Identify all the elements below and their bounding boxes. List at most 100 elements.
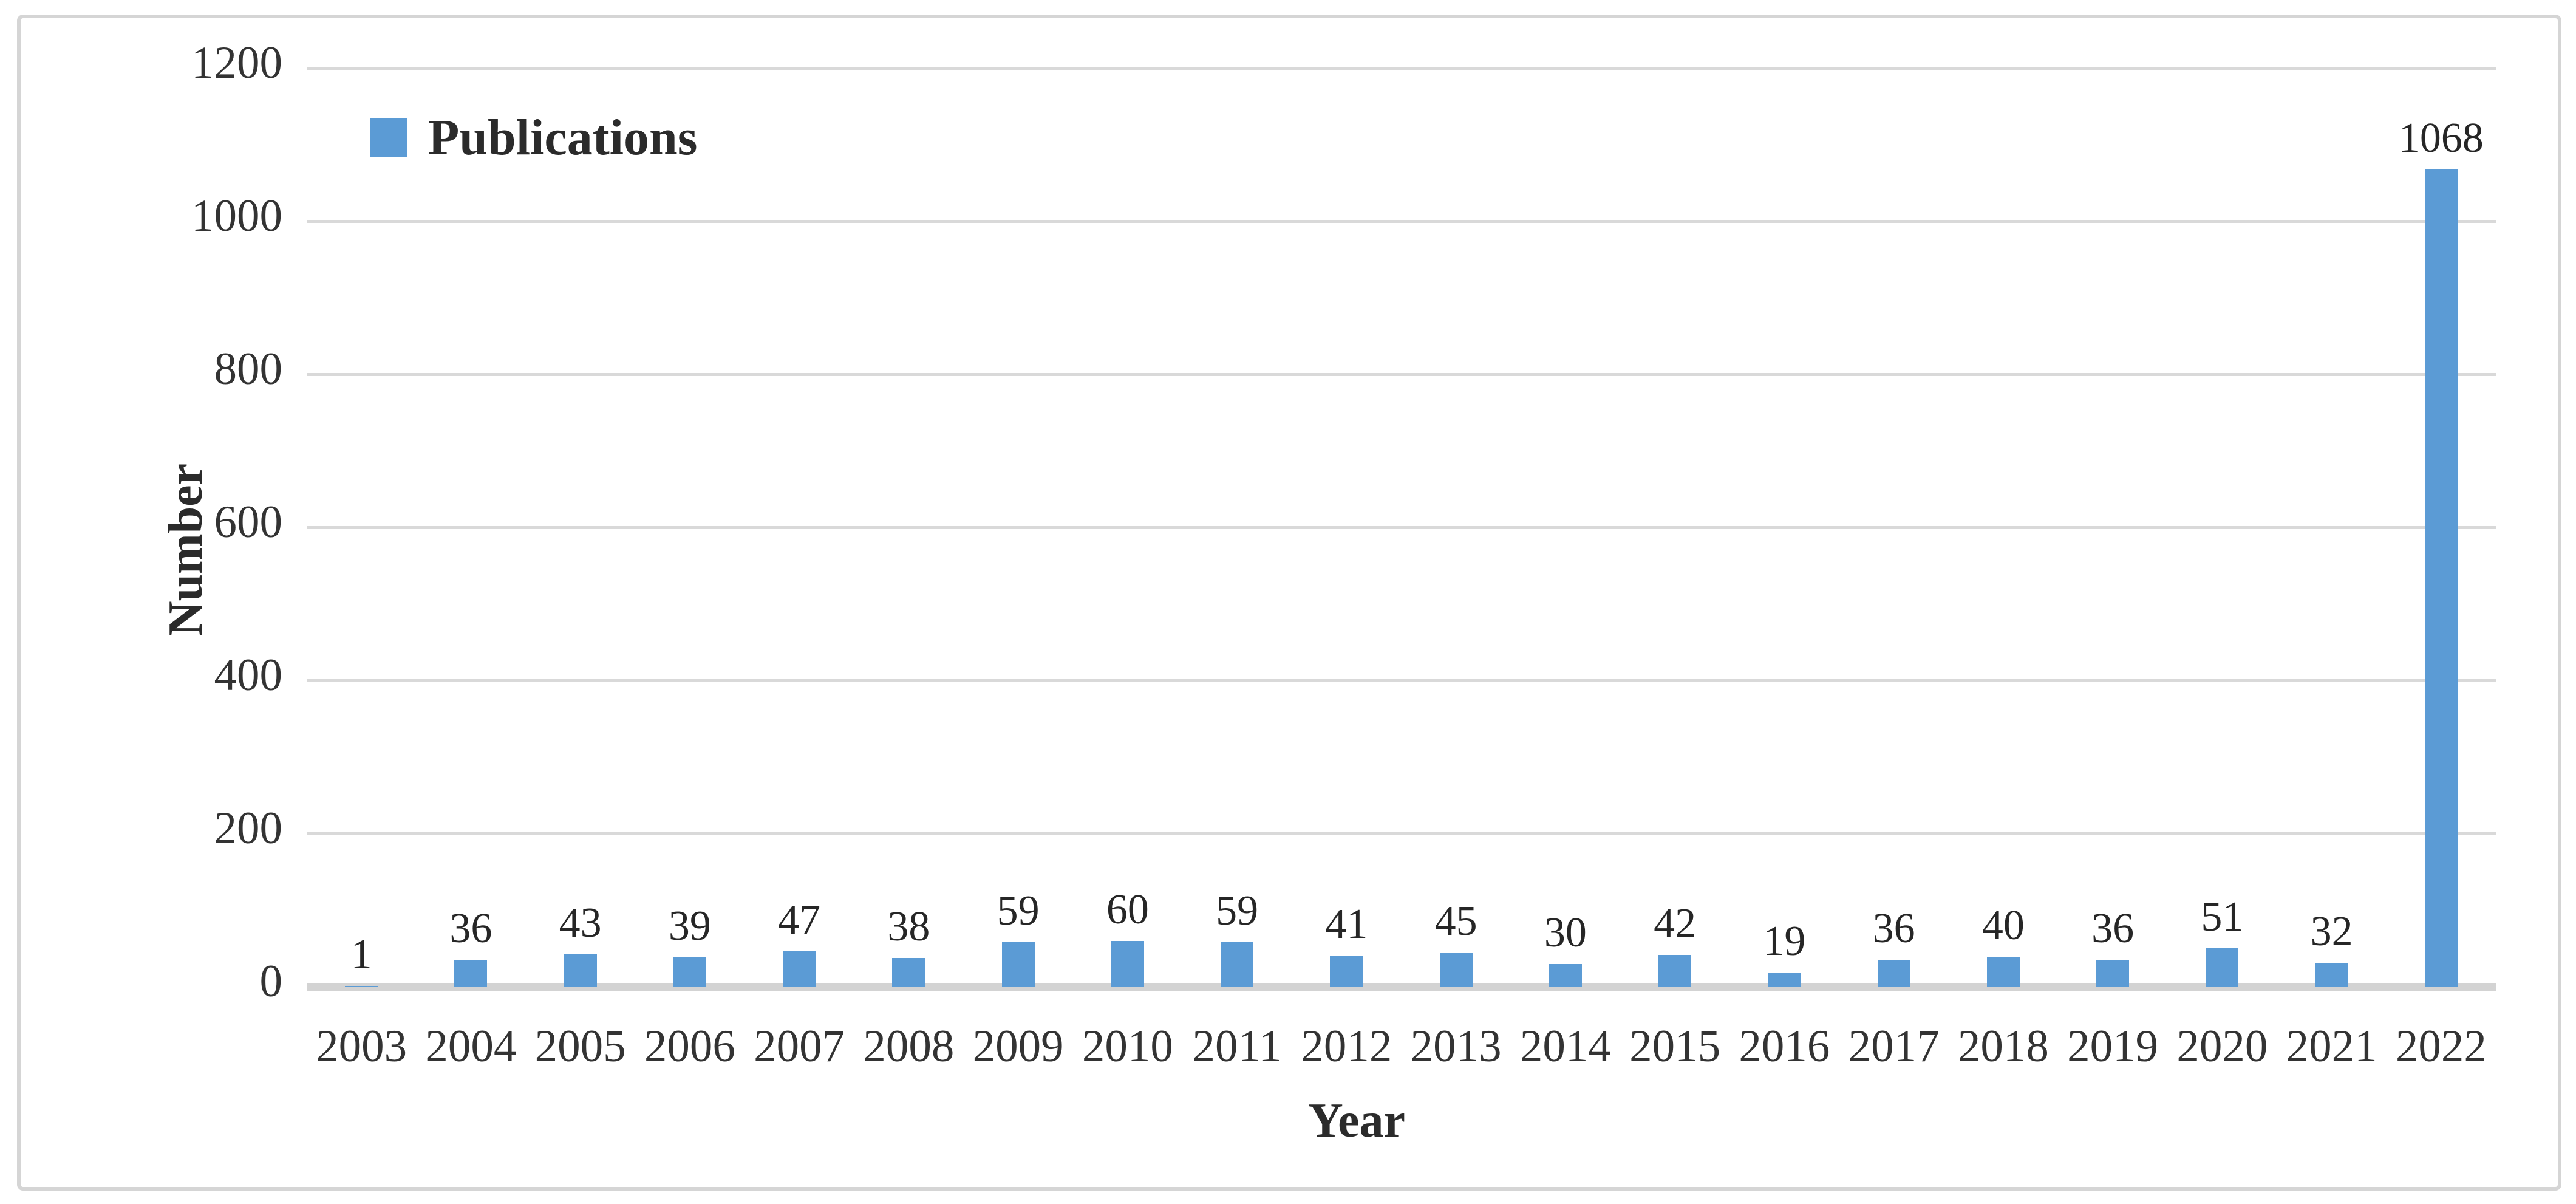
bar-slot: 41 [1292, 69, 1401, 987]
bar-slot: 40 [1949, 69, 2058, 987]
x-tick-label: 2004 [425, 1021, 517, 1072]
y-gridline [307, 526, 2496, 529]
bar [2206, 948, 2239, 987]
bar-value-label: 36 [1872, 905, 1915, 952]
bar-value-label: 41 [1325, 901, 1368, 948]
y-tick-label: 600 [214, 497, 283, 547]
bar-value-label: 1 [350, 931, 372, 978]
y-gridline [307, 220, 2496, 223]
bar-value-label: 47 [778, 897, 821, 943]
x-tick-label: 2012 [1301, 1021, 1392, 1072]
bar-value-label: 43 [559, 900, 602, 946]
x-tick-label: 2020 [2176, 1021, 2268, 1072]
bar-value-label: 45 [1434, 898, 1477, 945]
x-axis-line [307, 983, 2496, 991]
x-tick-label: 2008 [863, 1021, 955, 1072]
bar-slot: 36 [1839, 69, 1949, 987]
x-tick-label: 2009 [972, 1021, 1064, 1072]
legend-label: Publications [428, 109, 698, 166]
bar-value-label: 40 [1981, 902, 2025, 949]
bar-slot: 1068 [2387, 69, 2496, 987]
y-gridline [307, 832, 2496, 835]
bar-value-label: 51 [2201, 894, 2244, 940]
bar-slot: 30 [1511, 69, 1620, 987]
bar [1111, 941, 1144, 987]
y-tick-label: 0 [259, 956, 283, 1007]
x-tick-labels-row: 2003 2004 2005 2006 2007 2008 2009 2010 2011 2012… [307, 1024, 2496, 1069]
plot-area: 0 200 400 600 800 1000 1200 1 36 43 39 47 38 59 60 59 4… [191, 40, 2496, 1004]
x-tick-label: 2013 [1410, 1021, 1502, 1072]
bar [673, 957, 706, 987]
chart-frame: Publications Number 0 200 400 600 800 1000 120… [17, 15, 2561, 1191]
bar [1768, 973, 1801, 987]
bar-value-label: 19 [1763, 918, 1806, 965]
bar-slot: 60 [1073, 69, 1182, 987]
bar [1658, 955, 1692, 987]
legend: Publications [370, 112, 697, 163]
y-axis-title: Number [159, 463, 213, 637]
bar-slot: 36 [2058, 69, 2167, 987]
bar [2096, 960, 2130, 987]
bar-value-label: 60 [1106, 886, 1149, 933]
x-tick-label: 2021 [2286, 1021, 2377, 1072]
bar [564, 954, 597, 987]
y-gridline [307, 679, 2496, 682]
bar-value-label: 1068 [2398, 115, 2484, 162]
x-tick-label: 2005 [534, 1021, 626, 1072]
bar [2424, 169, 2458, 987]
x-tick-label: 2019 [2067, 1021, 2159, 1072]
bar-value-label: 38 [887, 903, 930, 950]
y-tick-label: 400 [214, 650, 283, 700]
bar-slot: 38 [854, 69, 963, 987]
bar [345, 986, 378, 987]
bar-slot: 36 [416, 69, 525, 987]
legend-color-swatch-icon [370, 118, 407, 157]
bar-value-label: 59 [997, 888, 1040, 934]
bar-slot: 39 [635, 69, 745, 987]
x-tick-label: 2016 [1739, 1021, 1830, 1072]
x-tick-label: 2011 [1192, 1021, 1282, 1072]
y-tick-label: 1000 [191, 191, 282, 241]
bar-slot: 51 [2167, 69, 2277, 987]
bar [1549, 964, 1582, 987]
bar [1986, 957, 2020, 987]
y-tick-label: 200 [214, 803, 283, 853]
x-tick-label: 2022 [2395, 1021, 2487, 1072]
x-tick-label: 2003 [316, 1021, 407, 1072]
bar-slot: 45 [1402, 69, 1511, 987]
bar [1877, 960, 1910, 987]
bar [1001, 942, 1035, 987]
y-gridline [307, 373, 2496, 376]
bar-slot: 59 [964, 69, 1073, 987]
bar [1221, 942, 1254, 987]
bar-value-label: 59 [1216, 888, 1259, 934]
bar [454, 960, 488, 987]
bar-value-label: 30 [1544, 909, 1587, 956]
bar [1330, 956, 1363, 987]
x-tick-label: 2015 [1629, 1021, 1721, 1072]
bar-value-label: 36 [449, 905, 492, 952]
bar-value-label: 42 [1654, 900, 1697, 947]
bar [892, 958, 925, 987]
x-tick-label: 2010 [1082, 1021, 1173, 1072]
bar-slot: 42 [1620, 69, 1729, 987]
bar-slot: 43 [526, 69, 635, 987]
bar-slot: 47 [745, 69, 854, 987]
x-tick-label: 2007 [754, 1021, 845, 1072]
bar-slot: 59 [1182, 69, 1292, 987]
x-axis-title: Year [1308, 1094, 1405, 1148]
x-tick-label: 2018 [1957, 1021, 2049, 1072]
y-tick-label: 800 [214, 344, 283, 394]
bar [1439, 953, 1473, 987]
bar-slot: 1 [307, 69, 416, 987]
bar [783, 951, 816, 987]
bar-value-label: 36 [2091, 905, 2135, 952]
bars-row: 1 36 43 39 47 38 59 60 59 41 45 30 42 19 36 40 36 51 32 106… [307, 69, 2496, 987]
y-tick-label: 1200 [191, 38, 282, 88]
bar-slot: 32 [2277, 69, 2387, 987]
bar [2315, 963, 2348, 987]
x-tick-label: 2017 [1848, 1021, 1940, 1072]
x-tick-label: 2006 [644, 1021, 735, 1072]
bar-value-label: 32 [2310, 908, 2353, 955]
y-gridline [307, 67, 2496, 70]
